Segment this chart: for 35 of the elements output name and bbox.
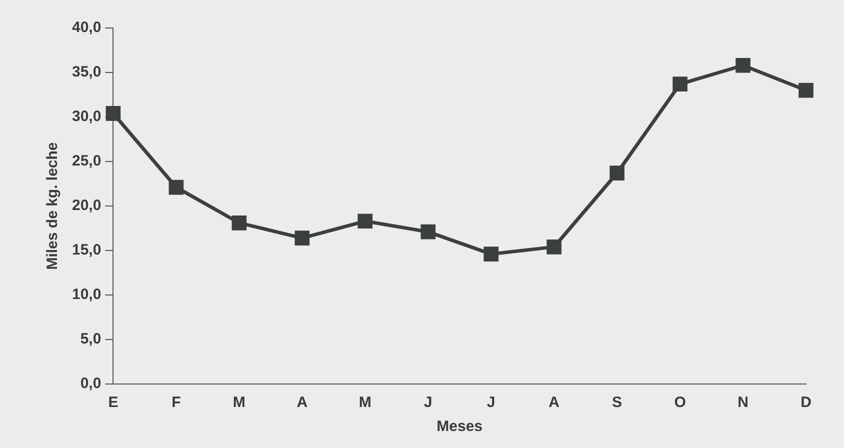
x-tick-label: M xyxy=(358,394,372,412)
y-tick-label: 5,0 xyxy=(80,330,102,348)
x-tick-label: A xyxy=(548,394,560,412)
point xyxy=(106,106,121,121)
x-tick-label: D xyxy=(800,394,812,412)
point xyxy=(672,76,688,92)
y-tick-label: 40,0 xyxy=(72,19,102,36)
y-tick-label: 25,0 xyxy=(72,152,102,170)
point xyxy=(610,166,624,180)
point xyxy=(736,58,750,73)
point xyxy=(232,216,247,230)
x-tick-label: N xyxy=(738,394,748,412)
x-tick-label: S xyxy=(612,394,622,412)
point xyxy=(294,230,310,246)
x-tick-label: J xyxy=(486,394,496,412)
point xyxy=(168,180,184,195)
x-tick-label: O xyxy=(674,394,686,412)
y-tick-label: 30,0 xyxy=(72,108,102,126)
point xyxy=(358,214,373,229)
y-tick-label: 10,0 xyxy=(72,286,102,304)
point xyxy=(484,246,498,262)
y-axis-title: Miles de kg. leche xyxy=(44,142,62,270)
x-tick-label: J xyxy=(424,394,432,412)
point xyxy=(546,240,562,254)
y-tick-label: 35,0 xyxy=(72,64,102,81)
x-tick-label: E xyxy=(108,394,118,412)
point xyxy=(798,82,814,98)
y-tick-label: 15,0 xyxy=(72,242,102,259)
point xyxy=(420,224,436,240)
x-tick-label: M xyxy=(232,394,246,412)
y-tick-label: 0,0 xyxy=(80,375,102,392)
y-tick-label: 20,0 xyxy=(72,197,102,214)
x-tick-label: F xyxy=(172,394,181,412)
x-axis-title: Meses xyxy=(436,418,483,436)
x-tick-label: A xyxy=(296,394,308,412)
